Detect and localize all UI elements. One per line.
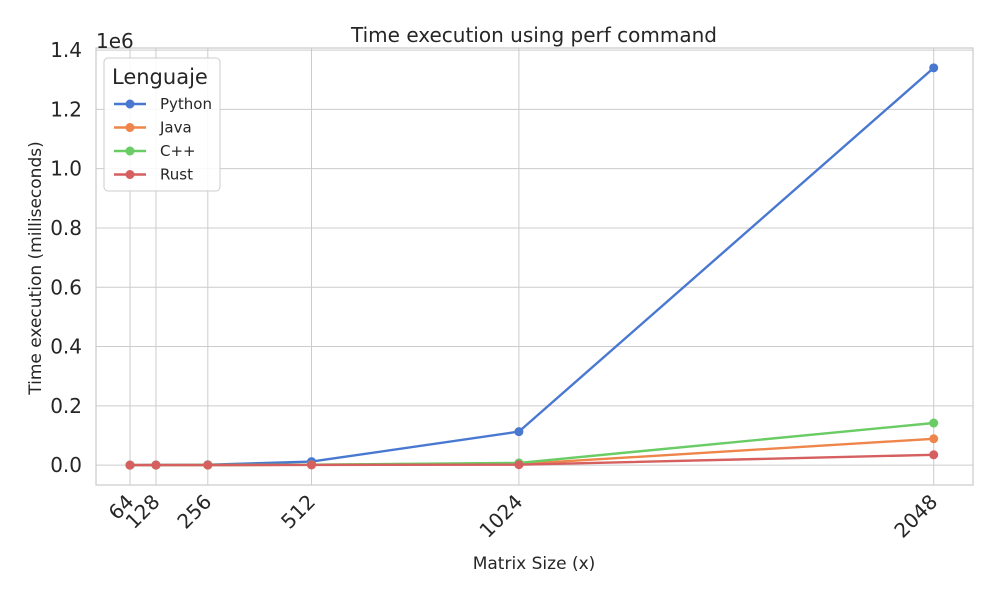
legend-marker	[125, 123, 135, 132]
legend-marker	[125, 170, 135, 179]
data-point	[929, 434, 939, 444]
legend-label: C++	[160, 142, 196, 160]
legend: Lenguaje Python Java C++ Rust	[103, 57, 221, 192]
y-tick-label: 1.4	[50, 38, 82, 62]
data-point	[203, 460, 213, 470]
y-tick-label: 0.2	[50, 394, 82, 418]
y-tick-label: 0.6	[50, 275, 82, 299]
legend-label: Rust	[160, 166, 193, 184]
legend-marker	[125, 99, 135, 109]
legend-title: Lenguaje	[112, 65, 208, 89]
y-tick-label: 0.0	[50, 453, 82, 477]
series-rust	[125, 450, 939, 470]
legend-label: Python	[160, 95, 212, 113]
legend-marker	[125, 146, 135, 156]
y-offset-label: 1e6	[96, 29, 134, 53]
y-tick-labels: 0.0 0.2 0.4 0.6 0.8 1.0 1.2 1.4	[50, 38, 82, 477]
legend-box	[103, 57, 221, 192]
chart-title: Time execution using perf command	[350, 23, 717, 47]
x-axis-label: Matrix Size (x)	[473, 554, 596, 574]
y-tick-label: 0.8	[50, 216, 82, 240]
y-tick-label: 0.4	[50, 335, 82, 359]
legend-items: Python Java C++ Rust	[114, 95, 212, 184]
data-point	[929, 63, 939, 73]
legend-label: Java	[159, 119, 192, 137]
y-axis-label: Time execution (milliseconds)	[26, 141, 46, 395]
data-point	[929, 418, 939, 428]
data-point	[514, 460, 524, 470]
data-point	[929, 450, 939, 460]
data-point	[151, 460, 161, 470]
series-layer	[125, 63, 939, 470]
plot-frame	[95, 47, 974, 486]
y-tick-label: 1.0	[50, 157, 82, 181]
data-point	[125, 460, 135, 470]
y-tick-label: 1.2	[50, 97, 82, 121]
data-point	[307, 460, 317, 470]
data-point	[514, 427, 524, 437]
